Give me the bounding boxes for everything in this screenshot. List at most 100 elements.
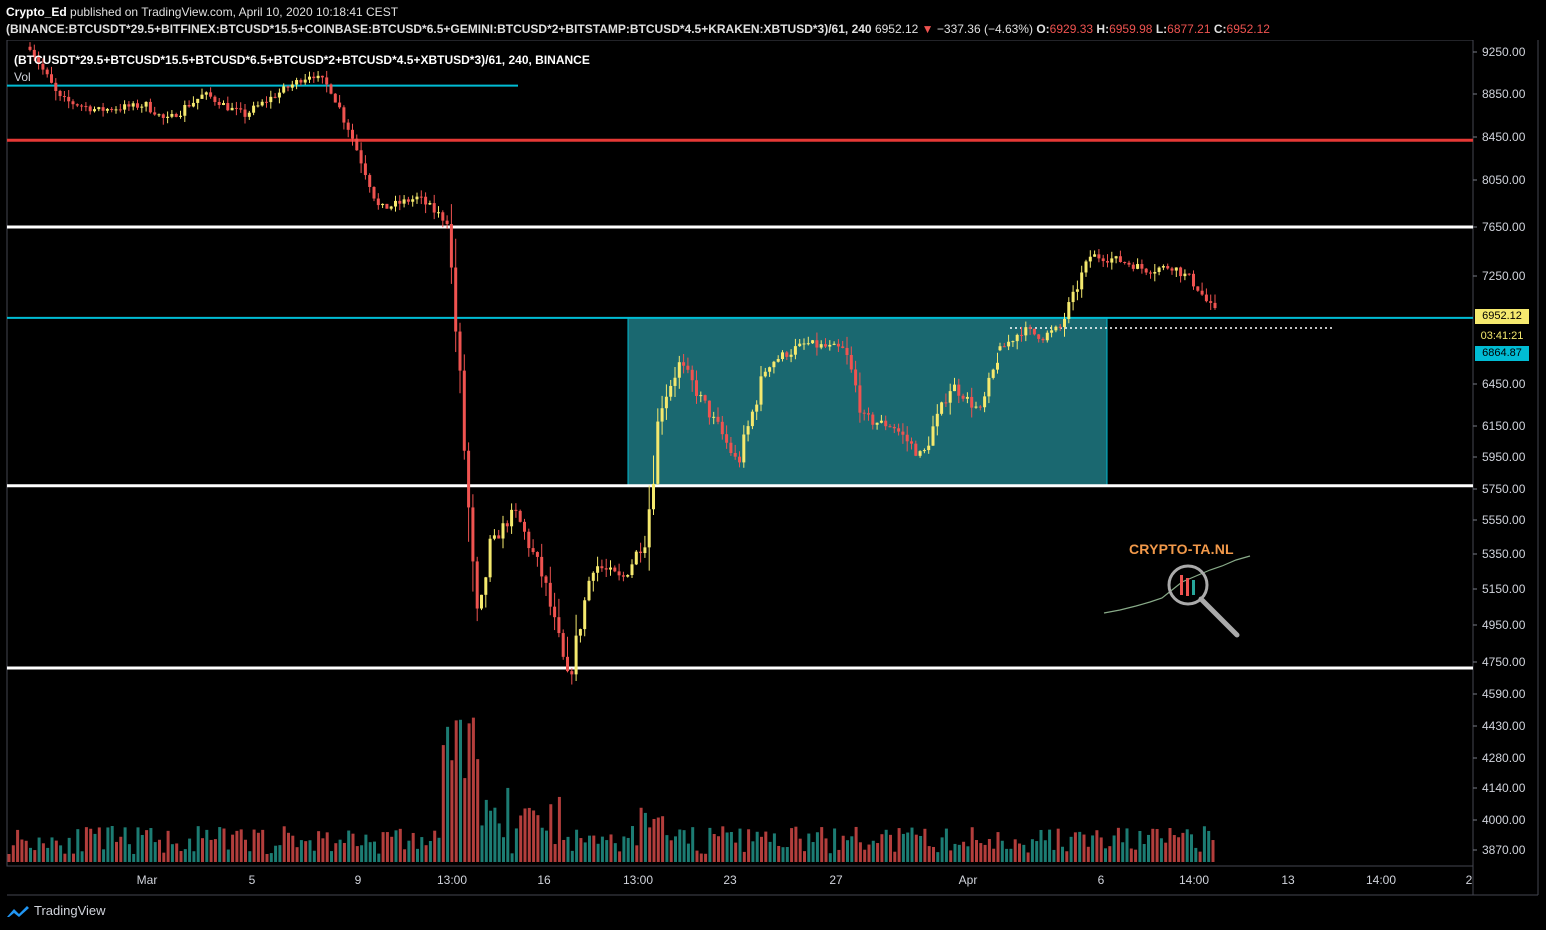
tradingview-brand[interactable]: TradingView: [6, 903, 106, 918]
price-change: −337.36 (−4.63%): [936, 22, 1033, 36]
candle-body: [359, 150, 363, 164]
candle-body: [862, 412, 866, 414]
time-tick-label: 16: [537, 873, 551, 887]
volume-legend[interactable]: Vol: [14, 70, 31, 84]
candle-body: [273, 96, 277, 98]
volume-bar: [1039, 829, 1043, 862]
candle-body: [183, 104, 187, 116]
candle-body: [196, 98, 200, 103]
candle-body: [639, 551, 643, 554]
volume-bar: [686, 843, 690, 862]
candle-body: [1028, 327, 1032, 329]
candle-body: [234, 107, 238, 109]
candle-body: [37, 57, 41, 64]
volume-bar: [661, 816, 665, 862]
candle-body: [290, 84, 294, 88]
candle-body: [1114, 256, 1118, 259]
volume-bar: [342, 842, 346, 862]
countdown-tag: 03:41:21: [1475, 329, 1529, 344]
candle-body: [1097, 254, 1101, 259]
symbol-name[interactable]: (BINANCE:BTCUSDT*29.5+BITFINEX:BTCUSD*15…: [6, 22, 872, 36]
candle-body: [944, 402, 948, 404]
price-tick-label: 7250.00: [1482, 269, 1526, 283]
candle-body: [664, 396, 668, 409]
price-tick-label: 4280.00: [1482, 751, 1526, 765]
high-label: H:: [1096, 22, 1110, 36]
volume-bar: [355, 846, 359, 862]
volume-bar: [1078, 831, 1082, 862]
candle-body: [75, 104, 79, 106]
time-tick-label: 2: [1466, 873, 1473, 887]
volume-bar: [175, 843, 179, 862]
volume-bar: [566, 836, 570, 862]
candle-body: [772, 361, 776, 368]
candle-body: [673, 377, 677, 386]
candle-body: [935, 413, 939, 427]
candle-body: [712, 416, 716, 418]
volume-bar: [803, 851, 806, 862]
volume-bar: [411, 832, 415, 862]
volume-bar: [682, 830, 686, 862]
candle-body: [922, 450, 926, 452]
candle-body: [1054, 326, 1058, 331]
volume-bar: [291, 835, 295, 862]
volume-bar: [622, 836, 626, 862]
volume-bar: [102, 849, 106, 862]
candle-body: [953, 384, 956, 392]
volume-bar: [377, 853, 381, 862]
volume-bar: [850, 836, 854, 862]
volume-bar: [1073, 832, 1077, 862]
volume-bar: [123, 827, 127, 862]
volume-bar: [953, 843, 957, 862]
volume-bar: [691, 827, 695, 862]
candle-body: [497, 535, 501, 539]
time-tick-label: 9: [355, 873, 362, 887]
candle-body: [351, 129, 354, 139]
candle-body: [647, 509, 651, 548]
author-name[interactable]: Crypto_Ed: [6, 5, 67, 19]
candle-body: [905, 434, 909, 442]
candle-body: [449, 224, 453, 268]
candle-body: [467, 450, 471, 508]
volume-bar: [798, 838, 802, 862]
candle-body: [948, 391, 952, 403]
candle-body: [174, 113, 178, 117]
candle-body: [617, 571, 621, 576]
candle-body: [1037, 334, 1041, 339]
candle-body: [561, 633, 565, 657]
candle-body: [363, 163, 367, 176]
candle-body: [591, 572, 595, 581]
candle-body: [41, 63, 45, 70]
series-title[interactable]: (BTCUSDT*29.5+BTCUSD*15.5+BTCUSD*6.5+BTC…: [14, 53, 590, 67]
volume-bar: [7, 853, 11, 862]
volume-bar: [514, 828, 518, 862]
candle-body: [123, 104, 127, 110]
candle-body: [166, 116, 170, 118]
volume-bar: [648, 827, 652, 862]
candle-body: [222, 103, 225, 106]
volume-bar: [635, 845, 639, 862]
volume-bar: [893, 851, 897, 862]
candle-body: [252, 105, 256, 113]
volume-bar: [166, 830, 170, 862]
volume-bar: [944, 828, 948, 862]
volume-bar: [222, 828, 226, 862]
candle-body: [1123, 261, 1127, 263]
volume-bar: [738, 828, 742, 862]
volume-bar: [390, 836, 394, 862]
candle-body: [1015, 334, 1019, 342]
volume-bar: [476, 759, 480, 862]
volume-bar: [975, 840, 978, 862]
candle-body: [484, 577, 488, 595]
volume-bar: [239, 829, 243, 862]
candle-body: [191, 102, 195, 107]
volume-bar: [1099, 837, 1103, 862]
candle-body: [1106, 261, 1109, 263]
volume-bar: [497, 823, 501, 862]
volume-bar: [50, 837, 54, 862]
price-tick-label: 4140.00: [1482, 781, 1526, 795]
candle-body: [1209, 301, 1213, 303]
volume-bar: [373, 841, 376, 862]
volume-bar: [699, 853, 703, 862]
